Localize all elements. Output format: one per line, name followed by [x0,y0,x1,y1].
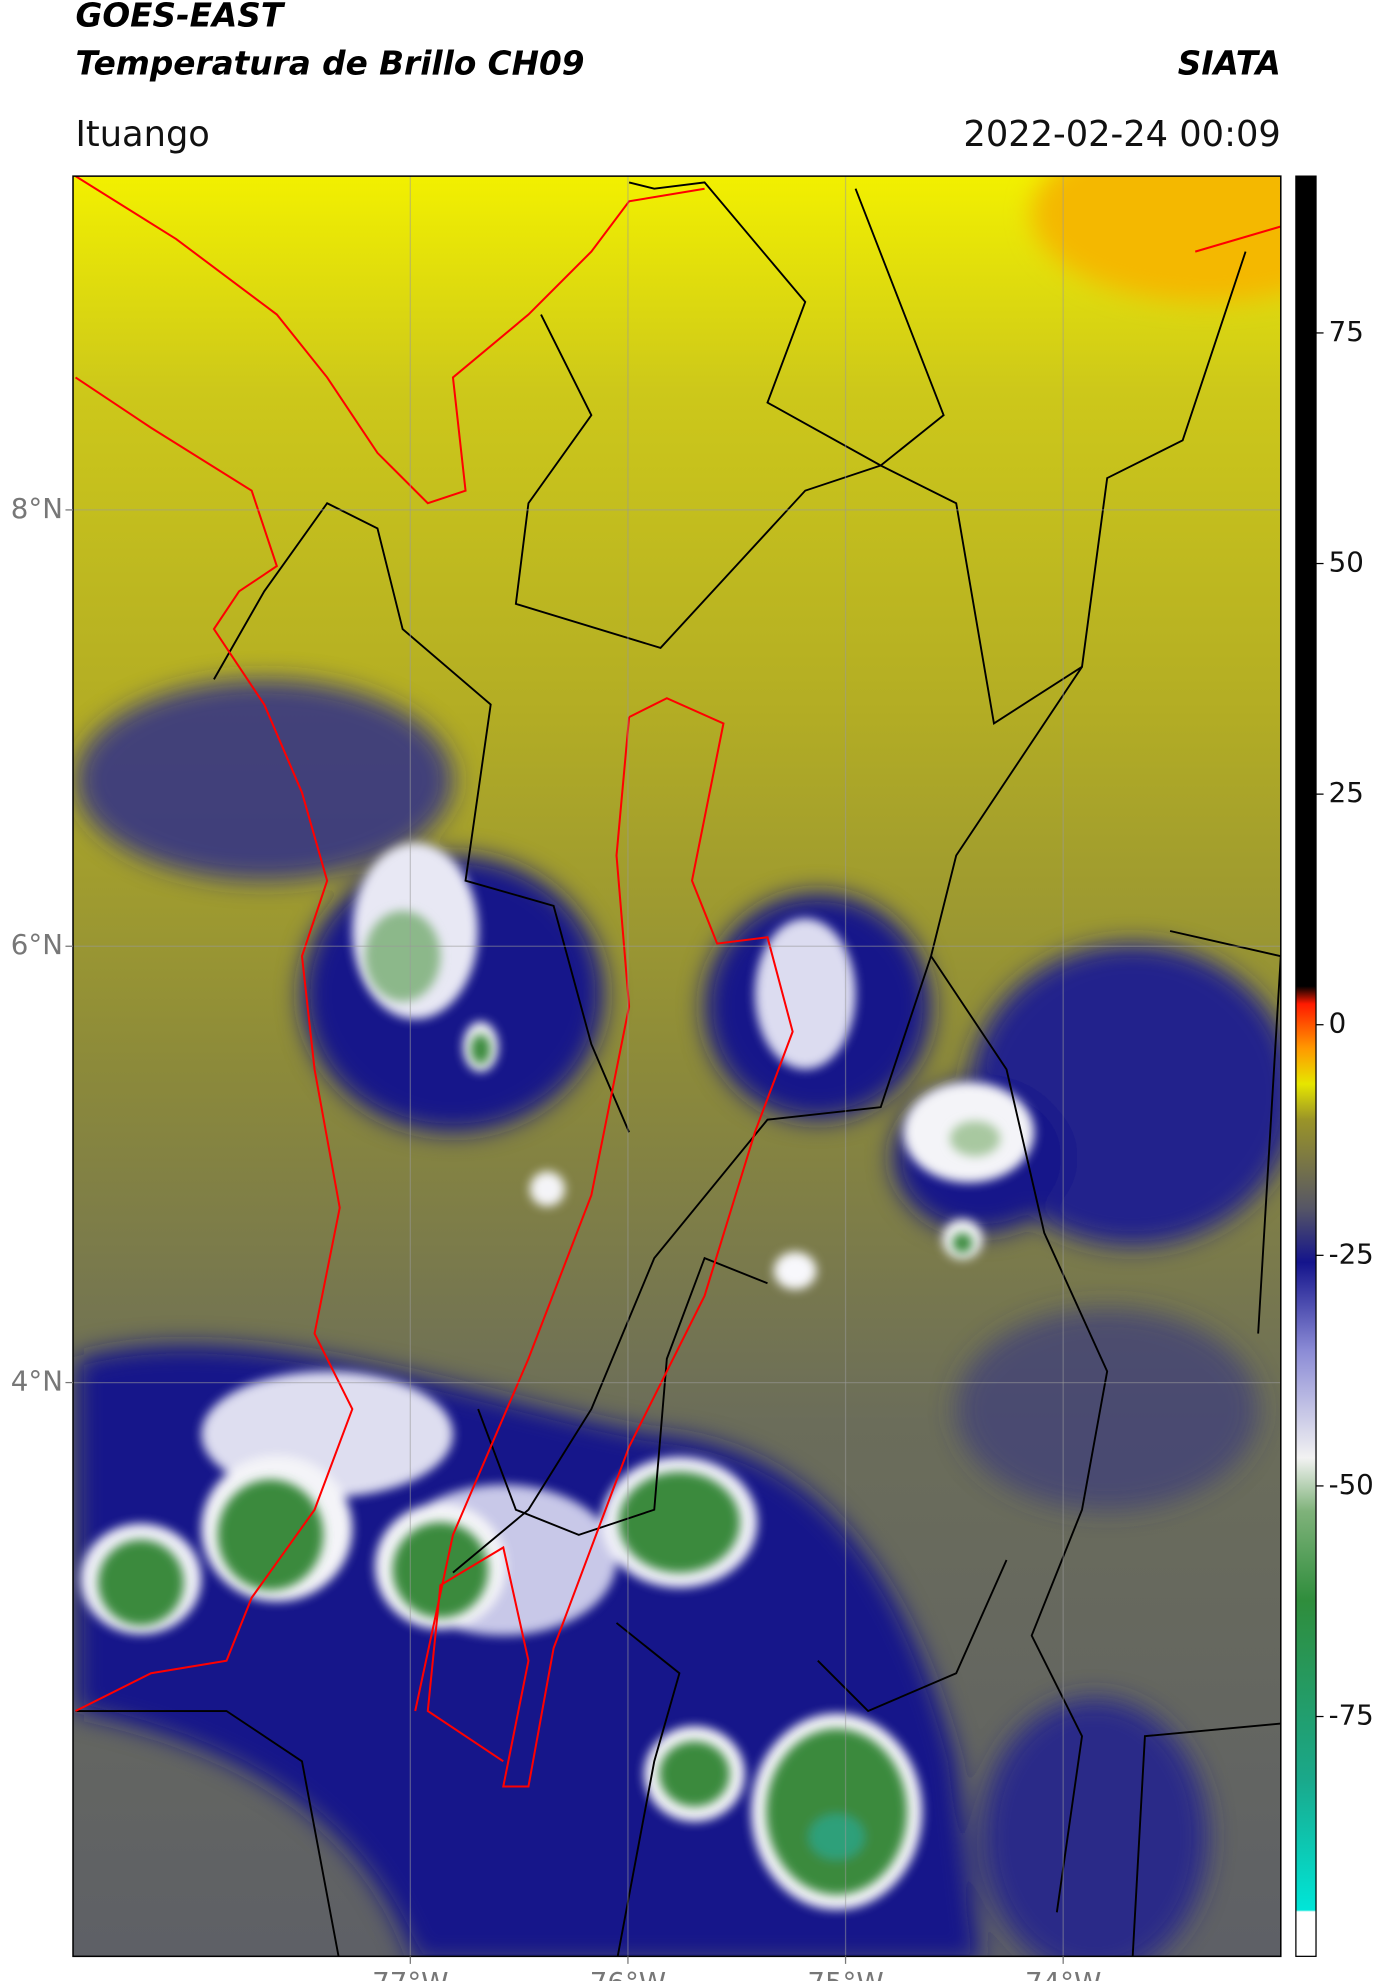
graticule [73,176,1281,1957]
lat-tick-label: 4°N [11,1365,63,1398]
colorbar-tick-label: -75 [1329,1699,1374,1732]
colorbar-tick-label: 75 [1329,315,1364,348]
colorbar-tick-label: 0 [1329,1007,1347,1040]
map-frame [72,175,1282,1958]
lat-tick-label: 6°N [11,928,63,961]
location: Ituango [76,114,210,155]
colorbar-tick-label: -25 [1329,1237,1374,1270]
subtitle: Temperatura de Brillo CH09 [76,44,585,82]
lon-tick-label: 75°W [807,1966,883,1981]
colorbar-tick-label: 25 [1329,776,1364,809]
timestamp: 2022-02-24 00:09 [963,114,1280,155]
lat-tick-label: 8°N [11,492,63,525]
lon-tick-label: 77°W [372,1966,448,1981]
imagery [73,176,1281,1957]
colorbar-tick-label: 50 [1329,546,1364,579]
colorbar-tick-label: -50 [1329,1468,1374,1501]
lon-tick-label: 74°W [1025,1966,1101,1981]
lon-tick-label: 76°W [590,1966,666,1981]
colorbar [1295,175,1317,1957]
organization: SIATA [1178,44,1281,82]
title: GOES-EAST [76,0,286,35]
